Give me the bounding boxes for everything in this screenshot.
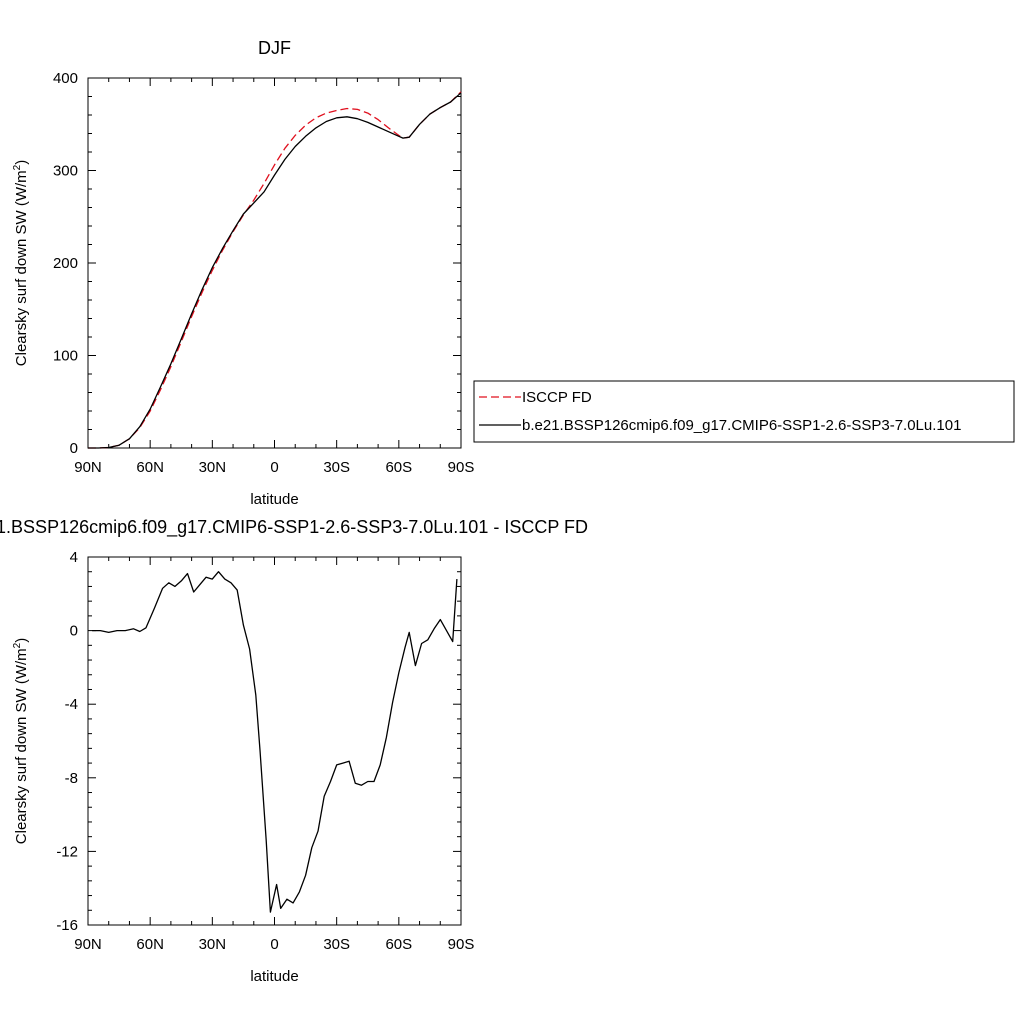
x-axis-label: latitude — [250, 491, 298, 508]
y-tick-label: 4 — [70, 549, 78, 566]
chart-legend: ISCCP FD b.e21.BSSP126cmip6.f09_g17.CMIP6… — [473, 380, 1015, 443]
difference-panel: b.e21.BSSP126cmip6.f09_g17.CMIP6-SSP1-2.… — [0, 517, 588, 985]
x-tick-label: 60N — [136, 459, 164, 476]
legend-entry-label: ISCCP FD — [522, 389, 592, 406]
y-axis-label-end: ) — [13, 160, 30, 165]
y-tick-label: 200 — [53, 255, 78, 272]
series-line-b-e21-bssp126cmip6-f09-g17-cmip6-ssp1-2-6-ssp3-7-0lu-101 — [88, 92, 462, 449]
x-tick-label: 60N — [136, 936, 164, 953]
x-tick-label: 30S — [323, 936, 350, 953]
legend-box — [473, 380, 1015, 443]
x-tick-label: 0 — [270, 936, 278, 953]
y-axis-label: Clearsky surf down SW (W/m2) — [12, 160, 30, 366]
y-tick-label: 300 — [53, 163, 78, 180]
y-axis-label-sup: 2 — [12, 642, 23, 648]
chart-title: b.e21.BSSP126cmip6.f09_g17.CMIP6-SSP1-2.… — [0, 517, 588, 538]
djf-panel: DJF 90N 60N 30N 0 30S 60S 90S 0 100 200 300 400 latit… — [12, 38, 474, 508]
x-tick-label: 0 — [270, 459, 278, 476]
x-tick-label: 30N — [199, 936, 227, 953]
y-axis-label-main: Clearsky surf down SW (W/m — [13, 170, 30, 366]
chart-title: DJF — [258, 38, 291, 58]
y-tick-label: 400 — [53, 70, 78, 87]
y-tick-label: -4 — [65, 696, 78, 713]
x-tick-label: 60S — [385, 936, 412, 953]
y-tick-label: -16 — [56, 917, 78, 934]
x-tick-label: 90S — [448, 459, 475, 476]
y-axis-label: Clearsky surf down SW (W/m2) — [12, 638, 30, 844]
x-tick-label: 90N — [74, 936, 102, 953]
y-axis-label-end: ) — [13, 638, 30, 643]
plot-frame — [87, 556, 462, 926]
y-axis-label-main: Clearsky surf down SW (W/m — [13, 648, 30, 844]
plot-frame — [87, 77, 462, 449]
x-tick-label: 30S — [323, 459, 350, 476]
x-tick-label: 60S — [385, 459, 412, 476]
y-tick-label: 100 — [53, 348, 78, 365]
x-tick-label: 90N — [74, 459, 102, 476]
x-axis-label: latitude — [250, 968, 298, 985]
y-tick-label: 0 — [70, 623, 78, 640]
y-tick-label: 0 — [70, 440, 78, 457]
x-tick-label: 30N — [199, 459, 227, 476]
y-axis-label-sup: 2 — [12, 164, 23, 170]
y-tick-label: -8 — [65, 770, 78, 787]
series-line-isccp-fd — [88, 91, 462, 449]
x-tick-label: 90S — [448, 936, 475, 953]
y-tick-label: -12 — [56, 843, 78, 860]
legend-entry-label: b.e21.BSSP126cmip6.f09_g17.CMIP6-SSP1-2.… — [522, 417, 961, 434]
series-line-difference — [92, 571, 458, 913]
